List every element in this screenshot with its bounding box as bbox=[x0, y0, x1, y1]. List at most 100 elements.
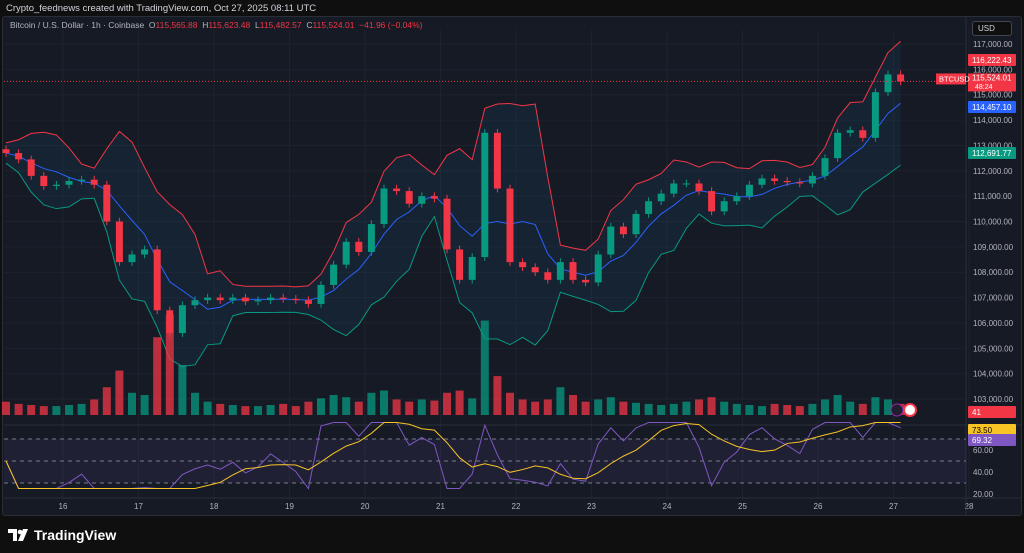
candle-body bbox=[594, 254, 602, 283]
rsi-tag: 69.32 bbox=[972, 436, 993, 445]
x-tick-label: 28 bbox=[965, 502, 974, 511]
volume-bar bbox=[455, 390, 464, 415]
currency-button[interactable]: USD bbox=[972, 21, 1012, 36]
x-tick-label: 23 bbox=[587, 502, 596, 511]
y-tick-label: 109,000.00 bbox=[973, 243, 1014, 252]
candle-body bbox=[153, 249, 161, 311]
volume-bar bbox=[443, 392, 451, 415]
rsi-ma-tag: 73.50 bbox=[972, 426, 993, 435]
volume-bar bbox=[619, 401, 628, 415]
tradingview-logo-icon bbox=[8, 529, 28, 541]
candle-body bbox=[468, 257, 476, 280]
symbol-title: Bitcoin / U.S. Dollar · 1h · Coinbase bbox=[10, 20, 145, 30]
volume-bar bbox=[493, 376, 502, 415]
symbol-tag-bg bbox=[936, 73, 966, 85]
candle-body bbox=[493, 132, 501, 189]
close-label: C bbox=[306, 20, 313, 30]
volume-bar bbox=[27, 405, 36, 415]
tradingview-logo: TradingView bbox=[8, 527, 116, 543]
volume-bar bbox=[808, 403, 817, 415]
volume-bar bbox=[543, 399, 552, 415]
volume-bar bbox=[569, 395, 577, 415]
volume-bar bbox=[203, 401, 212, 415]
candle-body bbox=[897, 74, 905, 82]
rsi-tick-label: 20.00 bbox=[973, 490, 994, 499]
volume-bar bbox=[266, 405, 275, 415]
candle-body bbox=[267, 297, 275, 301]
candle-body bbox=[796, 182, 804, 184]
candle-body bbox=[380, 188, 388, 225]
volume-tag-bg bbox=[968, 406, 1016, 418]
upper-band-tag-bg bbox=[968, 54, 1016, 66]
volume-bar bbox=[291, 406, 300, 415]
y-tick-label: 104,000.00 bbox=[973, 370, 1014, 379]
high-label: H bbox=[202, 20, 209, 30]
volume-bar bbox=[795, 406, 804, 415]
volume-bar bbox=[657, 405, 666, 415]
volume-bar bbox=[115, 370, 124, 415]
candle-body bbox=[342, 241, 350, 265]
volume-bar bbox=[65, 405, 73, 415]
candle-body bbox=[229, 297, 237, 301]
volume-bar bbox=[480, 320, 489, 415]
low-value: 115,482.57 bbox=[259, 20, 302, 30]
volume-bar bbox=[153, 337, 162, 415]
x-tick-label: 16 bbox=[59, 502, 68, 511]
volume-bar bbox=[329, 395, 338, 415]
candle-body bbox=[2, 149, 10, 154]
volume-bar bbox=[241, 406, 250, 415]
close-value: 115,524.01 bbox=[312, 20, 355, 30]
volume-bar bbox=[858, 403, 867, 415]
candle-body bbox=[317, 284, 325, 304]
candle-body bbox=[670, 183, 678, 194]
x-tick-label: 27 bbox=[889, 502, 898, 511]
candle-body bbox=[821, 158, 829, 176]
candle-body bbox=[27, 159, 35, 176]
volume-bar bbox=[405, 401, 414, 415]
candle-body bbox=[531, 267, 539, 273]
candle-body bbox=[204, 297, 212, 301]
volume-bar bbox=[14, 403, 23, 415]
chart-credit: Crypto_feednews created with TradingView… bbox=[6, 3, 317, 14]
candle-body bbox=[720, 201, 728, 212]
y-tick-label: 117,000.00 bbox=[973, 40, 1013, 49]
volume-bar bbox=[342, 397, 351, 415]
change-value: −41.96 (−0.04%) bbox=[359, 20, 423, 30]
basis-tag: 114,457.10 bbox=[972, 103, 1012, 112]
volume-bar bbox=[606, 397, 615, 415]
volume-bar bbox=[594, 399, 603, 415]
candle-body bbox=[859, 130, 867, 138]
volume-bar bbox=[871, 397, 880, 415]
y-tick-label: 111,000.00 bbox=[973, 192, 1012, 201]
candle-body bbox=[582, 279, 590, 283]
y-tick-label: 112,000.00 bbox=[973, 167, 1013, 176]
symbol-tag: BTCUSD bbox=[939, 74, 970, 83]
rsi-tag-bg bbox=[968, 434, 1016, 446]
y-tick-label: 110,000.00 bbox=[973, 218, 1013, 227]
volume-bar bbox=[758, 406, 766, 415]
candle-body bbox=[544, 272, 552, 280]
volume-bar bbox=[506, 392, 514, 415]
rsi-ma-tag-bg bbox=[968, 424, 1016, 436]
y-tick-label: 106,000.00 bbox=[973, 319, 1014, 328]
rsi-tick-label: 60.00 bbox=[973, 446, 994, 455]
candle-body bbox=[783, 180, 791, 183]
candle-body bbox=[65, 180, 73, 185]
chart-frame bbox=[2, 16, 1022, 516]
volume-bar bbox=[380, 390, 388, 415]
candle-body bbox=[405, 191, 413, 204]
volume-bar bbox=[720, 401, 729, 415]
y-tick-label: 115,000.00 bbox=[973, 91, 1013, 100]
lower-band-tag: 112,691.77 bbox=[972, 149, 1012, 158]
candle-body bbox=[569, 262, 577, 280]
x-tick-label: 17 bbox=[134, 502, 143, 511]
candle-body bbox=[695, 183, 703, 192]
candle-body bbox=[846, 130, 854, 133]
volume-bar bbox=[846, 401, 855, 415]
candle-body bbox=[733, 196, 741, 202]
x-tick-label: 21 bbox=[436, 502, 445, 511]
rsi-tick-label: 40.00 bbox=[973, 468, 994, 477]
candle-body bbox=[808, 175, 816, 184]
candle-body bbox=[115, 221, 123, 263]
